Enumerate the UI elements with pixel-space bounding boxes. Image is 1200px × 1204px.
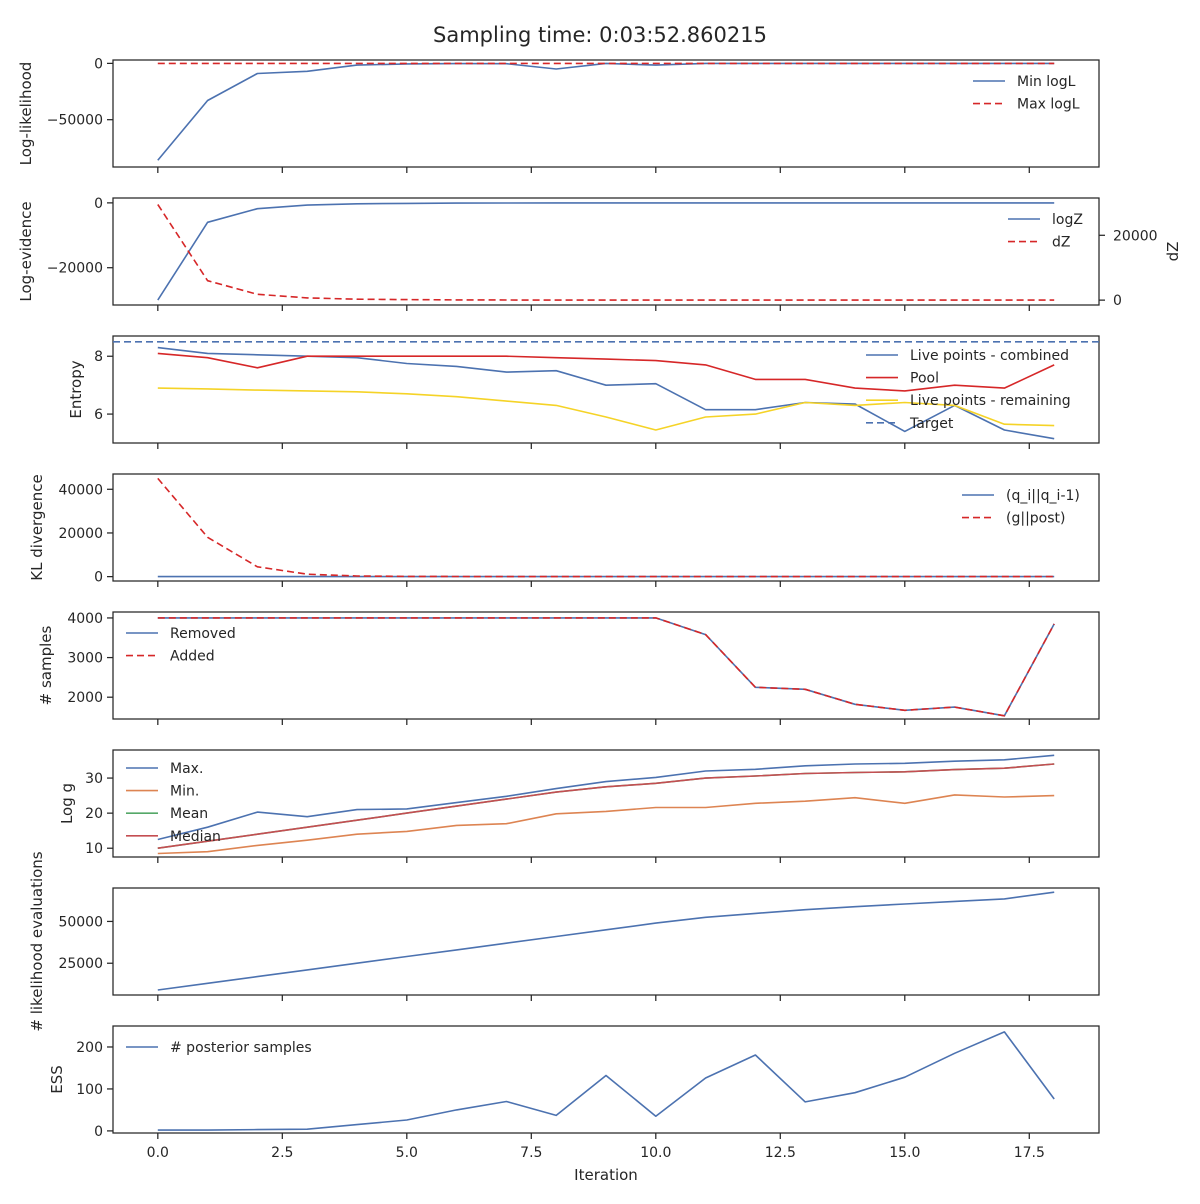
legend-label: Max logL: [1017, 97, 1080, 113]
y-tick-label: 30: [85, 771, 103, 787]
legend-label: Median: [170, 829, 221, 845]
y-tick-label: −20000: [47, 261, 103, 277]
legend-label: Mean: [170, 806, 208, 822]
y-tick-label: 3000: [67, 651, 103, 667]
y-tick-label: 0: [94, 570, 103, 586]
series-line-2: [157, 763, 1055, 849]
x-tick-label: 15.0: [889, 1145, 920, 1161]
legend-label: dZ: [1052, 235, 1070, 251]
y-tick-label: 0: [94, 1124, 103, 1140]
panel-5: 4000 3000 2000 # samples Removed Added: [37, 611, 1100, 725]
legend-label: Target: [909, 416, 954, 432]
series-line-1: [157, 352, 1055, 392]
y-tick-label: 6: [94, 407, 103, 423]
legend-label: (q_i||q_i-1): [1006, 488, 1080, 504]
y2-tick-label: 20000: [1113, 228, 1158, 244]
y-axis-label: # samples: [37, 625, 55, 705]
series-line-1: [157, 477, 1055, 578]
x-tick-label: 17.5: [1014, 1145, 1045, 1161]
legend-label: Min logL: [1017, 74, 1076, 90]
y-tick-label: 20: [85, 806, 103, 822]
y-tick-label: 40000: [58, 482, 103, 498]
y-tick-label: 0: [94, 196, 103, 212]
y-tick-label: 4000: [67, 611, 103, 627]
y-tick-label: −50000: [47, 113, 103, 129]
y-tick-label: 2000: [67, 690, 103, 706]
series-line-0: [157, 891, 1055, 991]
legend-label: # posterior samples: [170, 1040, 312, 1056]
y-tick-label: 50000: [58, 914, 103, 930]
y-axis-label: # likelihood evaluations: [28, 851, 46, 1031]
x-tick-label: 5.0: [396, 1145, 418, 1161]
y-tick-label: 25000: [58, 956, 103, 972]
y-tick-label: 200: [76, 1040, 103, 1056]
panel-3: 8 6 Entropy Live points - combined Pool Live …: [67, 335, 1100, 449]
axes-frame: [112, 611, 1100, 720]
panel-1: 0 −50000 Log-likelihood Min logL Max logL: [17, 56, 1100, 173]
x-tick-label: 10.0: [640, 1145, 671, 1161]
legend-label: logZ: [1052, 212, 1083, 228]
axes-frame: [112, 197, 1100, 306]
axes-frame: [112, 335, 1100, 444]
axes-frame: [112, 473, 1100, 582]
series-line-3: [157, 763, 1055, 849]
series-line-0: [157, 202, 1055, 301]
y-axis-label: Log g: [58, 783, 76, 824]
x-tick-label: 7.5: [520, 1145, 542, 1161]
series-line-secondary-0: [157, 204, 1055, 301]
y-tick-label: 8: [94, 349, 103, 365]
x-tick-label: 2.5: [271, 1145, 293, 1161]
panel-7: 50000 25000 # likelihood evaluations: [28, 851, 1100, 1032]
axes-frame: [112, 887, 1100, 996]
panel-4: 40000 20000 0 KL divergence (q_i||q_i-1) (g||…: [28, 473, 1100, 587]
axes-frame: [112, 749, 1100, 858]
series-line-0: [157, 62, 1055, 161]
series-line-0: [157, 617, 1055, 717]
panel-8: 200 100 0 ESS # posterior samples 0.0 2.5 5.0 7.…: [48, 1025, 1100, 1184]
series-line-2: [157, 387, 1055, 431]
legend-label: Live points - combined: [910, 348, 1069, 364]
legend-label: Removed: [170, 626, 236, 642]
y-tick-label: 0: [94, 56, 103, 72]
panel-6: 30 20 10 Log g Max. Min. Mean Median: [58, 749, 1100, 863]
legend-label: Min.: [170, 784, 199, 800]
legend-label: (g||post): [1006, 511, 1065, 527]
y-axis-label: KL divergence: [28, 474, 46, 580]
y-axis-label: Entropy: [67, 360, 85, 418]
y-tick-label: 100: [76, 1082, 103, 1098]
series-line-0: [157, 1031, 1055, 1131]
panel-2: 0 −20000 Log-evidence 20000 0 dZ logZ dZ: [17, 196, 1182, 311]
series-line-1: [157, 617, 1055, 717]
y-axis-label: ESS: [48, 1065, 66, 1094]
x-axis-label: Iteration: [574, 1166, 638, 1184]
y-axis-label: Log-likelihood: [17, 62, 35, 166]
figure-title: Sampling time: 0:03:52.860215: [433, 23, 767, 47]
x-tick-label: 0.0: [147, 1145, 169, 1161]
x-tick-label: 12.5: [765, 1145, 796, 1161]
axes-frame: [112, 1025, 1100, 1134]
legend-label: Max.: [170, 761, 203, 777]
y-tick-label: 10: [85, 841, 103, 857]
series-line-0: [157, 754, 1055, 841]
y-tick-label: 20000: [58, 526, 103, 542]
legend-label: Live points - remaining: [910, 393, 1071, 409]
y-axis-label: Log-evidence: [17, 201, 35, 301]
y2-tick-label: 0: [1113, 293, 1122, 309]
axes-frame: [112, 59, 1100, 168]
series-line-1: [157, 794, 1055, 855]
legend-label: Added: [170, 649, 215, 665]
y2-axis-label: dZ: [1164, 242, 1182, 262]
legend-label: Pool: [910, 371, 939, 387]
